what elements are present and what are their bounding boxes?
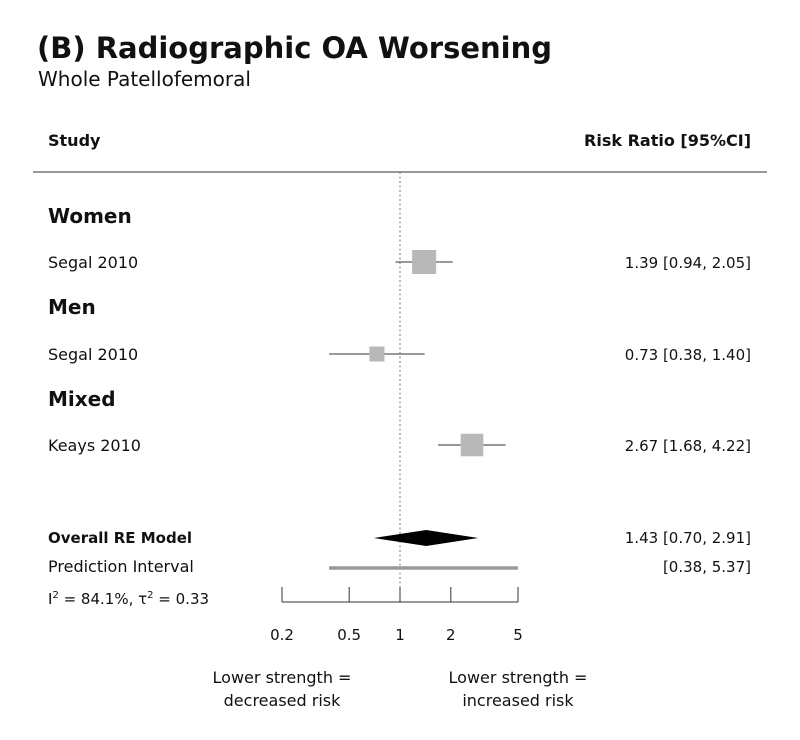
study-column-header: Study (48, 131, 101, 150)
group-label-men: Men (48, 295, 96, 319)
estimate-box (412, 250, 437, 274)
prediction-interval-label: Prediction Interval (48, 557, 194, 576)
tick-label: 0.5 (337, 626, 361, 644)
study-label: Keays 2010 (48, 436, 141, 455)
annotation-right-line2: increased risk (462, 691, 574, 710)
chart-subtitle: Whole Patellofemoral (38, 67, 251, 91)
overall-diamond (373, 530, 479, 546)
study-ci-text: 2.67 [1.68, 4.22] (625, 437, 751, 455)
x-axis: 0.2 0.5 1 2 5 (270, 587, 523, 644)
annotation-left-line1: Lower strength = (213, 668, 352, 687)
study-label: Segal 2010 (48, 345, 138, 364)
group-label-women: Women (48, 204, 132, 228)
estimate-box (460, 433, 484, 457)
group-label-mixed: Mixed (48, 387, 116, 411)
annotation-right-line1: Lower strength = (449, 668, 588, 687)
tick-label: 5 (513, 626, 523, 644)
heterogeneity-stats: I2 = 84.1%, τ2 = 0.33 (48, 590, 209, 608)
i2-value: 84.1% (81, 590, 129, 608)
tick-label: 1 (395, 626, 405, 644)
overall-label: Overall RE Model (48, 529, 192, 547)
annotation-left-line2: decreased risk (224, 691, 341, 710)
study-label: Segal 2010 (48, 253, 138, 272)
tick-label: 2 (446, 626, 456, 644)
tau2-value: 0.33 (176, 590, 209, 608)
prediction-interval-ci-text: [0.38, 5.37] (663, 558, 751, 576)
study-ci-text: 0.73 [0.38, 1.40] (625, 346, 751, 364)
tick-label: 0.2 (270, 626, 294, 644)
estimate-box (369, 346, 385, 362)
study-ci-text: 1.39 [0.94, 2.05] (625, 254, 751, 272)
risk-ratio-column-header: Risk Ratio [95%CI] (584, 131, 751, 150)
plot-marks: Women Segal 2010 1.39 [0.94, 2.05] Men Segal… (48, 204, 751, 457)
chart-title: (B) Radiographic OA Worsening (37, 31, 552, 65)
overall-ci-text: 1.43 [0.70, 2.91] (625, 529, 751, 547)
